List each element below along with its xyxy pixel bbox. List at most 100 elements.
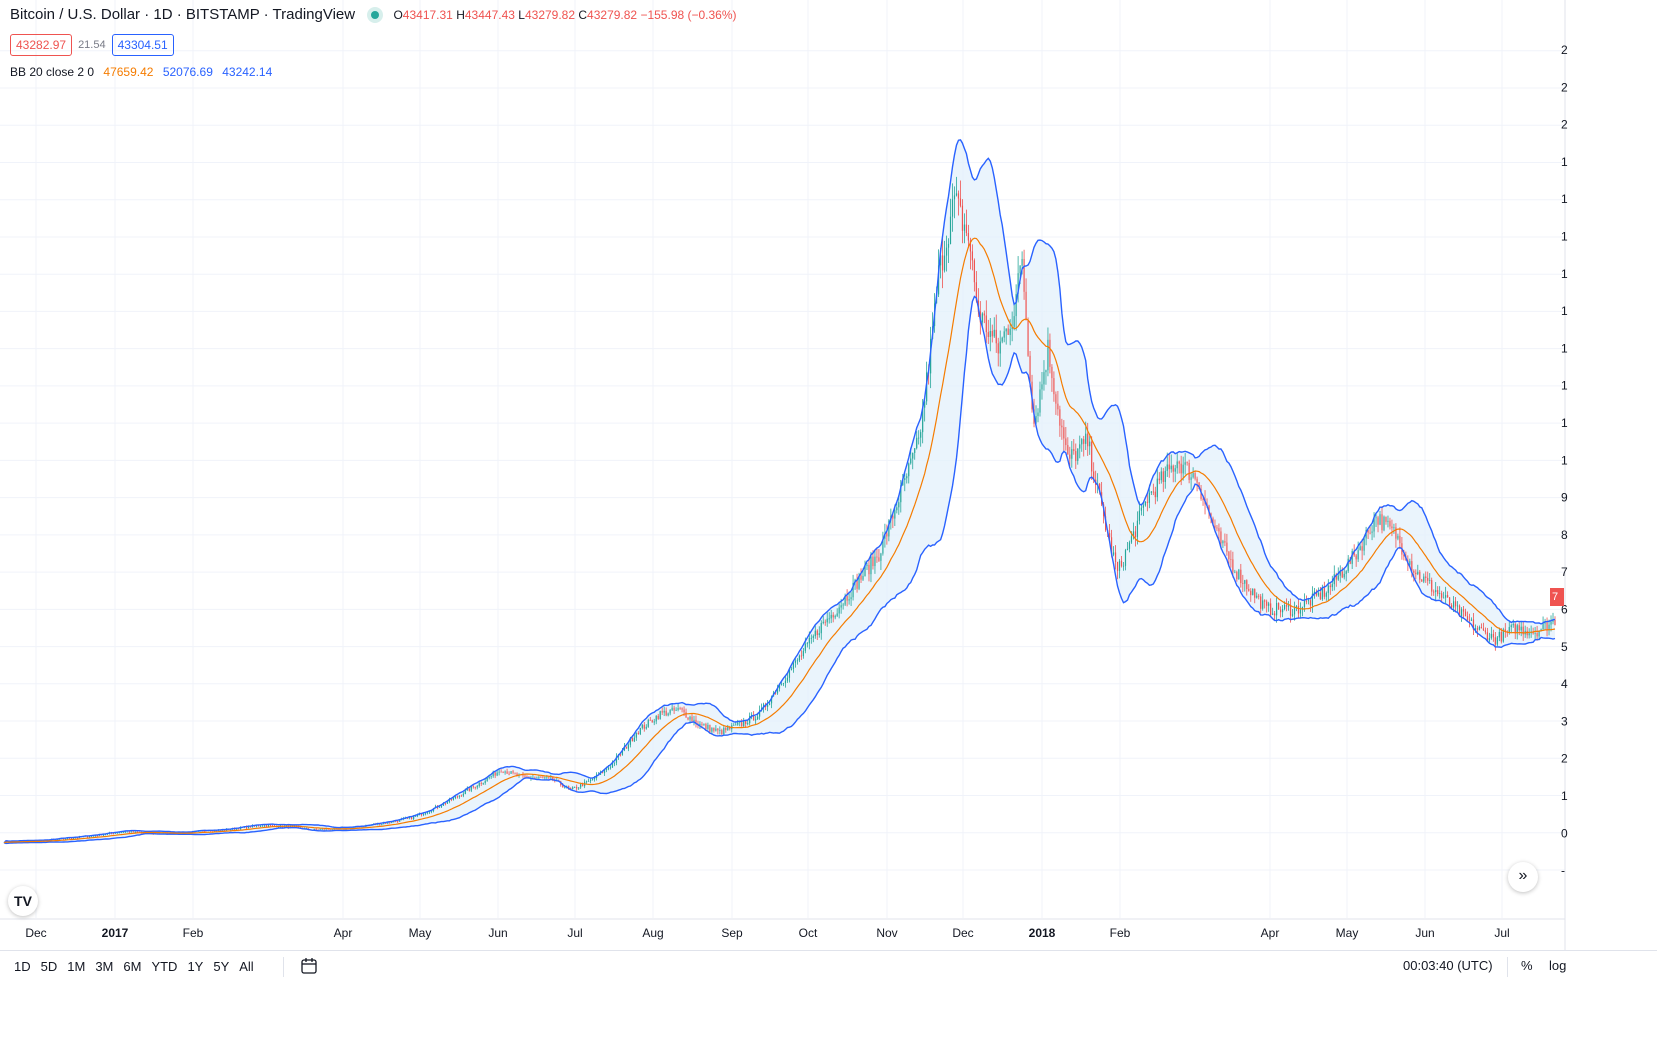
- candle: [828, 612, 830, 624]
- candle-body: [1389, 520, 1391, 527]
- candle-body: [1484, 630, 1487, 633]
- candle-body: [1264, 600, 1266, 602]
- candle-body: [538, 777, 540, 778]
- price-axis: 2 2 2 1 1 1 1 1 1 1 1 1 9 8 7 6 5 4 3 2 1 0 -: [1561, 43, 1568, 878]
- candle-body: [1258, 595, 1260, 597]
- time-axis-label: Jun: [1415, 926, 1434, 940]
- candle-body: [460, 795, 462, 797]
- candle-body: [1150, 491, 1152, 493]
- candle: [961, 199, 964, 244]
- range-6m[interactable]: 6M: [123, 959, 142, 974]
- candle-body: [894, 510, 896, 519]
- range-3m[interactable]: 3M: [95, 959, 114, 974]
- range-1m[interactable]: 1M: [67, 959, 86, 974]
- candle-body: [790, 668, 793, 670]
- candle-body: [1421, 579, 1423, 582]
- candle-body: [739, 722, 741, 723]
- candle-body: [1146, 501, 1148, 503]
- candle-body: [1283, 604, 1286, 610]
- candle: [1244, 579, 1246, 592]
- candle-body: [1544, 622, 1546, 624]
- range-5y[interactable]: 5Y: [213, 959, 230, 974]
- log-scale-toggle[interactable]: log: [1549, 958, 1567, 973]
- candle-body: [1488, 638, 1490, 641]
- candle-body: [1377, 517, 1379, 525]
- indicator-legend[interactable]: BB 20 close 2 0 47659.42 52076.69 43242.…: [10, 65, 272, 79]
- range-all[interactable]: All: [239, 959, 254, 974]
- candle-body: [582, 784, 584, 787]
- candle-body: [92, 835, 95, 837]
- candle-body: [788, 669, 791, 678]
- candle-body: [536, 777, 538, 779]
- candle-body: [1508, 627, 1510, 632]
- candle-body: [391, 822, 393, 824]
- candle-body: [468, 788, 470, 791]
- candle-body: [1192, 473, 1194, 478]
- indicator-title[interactable]: BB 20 close 2 0: [10, 65, 95, 79]
- candle: [1188, 459, 1190, 484]
- candle: [613, 762, 616, 767]
- candle-body: [1087, 433, 1089, 447]
- candle: [1470, 617, 1473, 622]
- candle-body: [641, 724, 643, 728]
- candle-body: [1025, 291, 1027, 321]
- range-5d[interactable]: 5D: [40, 959, 58, 974]
- candle: [727, 724, 729, 731]
- candle-body: [1003, 331, 1005, 338]
- price-chart[interactable]: Dec 2017 Feb Apr May Jun Jul Aug Sep Oct Nov Dec 201…: [0, 0, 1657, 950]
- candle-body: [860, 575, 862, 580]
- candle: [1514, 622, 1516, 640]
- candle-body: [715, 728, 717, 731]
- candle-body: [639, 727, 641, 735]
- candle-body: [96, 835, 99, 837]
- candle-body: [245, 826, 248, 829]
- candle: [1258, 593, 1260, 600]
- candle: [1389, 517, 1391, 530]
- tradingview-logo-icon[interactable]: TV: [8, 886, 38, 916]
- candle-body: [498, 771, 500, 773]
- candle-body: [1140, 507, 1142, 511]
- candle-body: [733, 724, 735, 726]
- percent-scale-toggle[interactable]: %: [1521, 958, 1533, 973]
- candle-body: [1381, 514, 1383, 531]
- candle-body: [1443, 597, 1445, 599]
- candle: [703, 723, 705, 726]
- candle-body: [778, 683, 781, 689]
- candle-body: [898, 502, 900, 508]
- candle-body: [1075, 451, 1077, 461]
- go-to-date-icon[interactable]: [300, 957, 318, 975]
- candle: [1355, 553, 1357, 567]
- candle-body: [399, 819, 401, 822]
- ask-price[interactable]: 43304.51: [111, 34, 174, 56]
- candle-body: [534, 777, 536, 779]
- time-axis-label: Dec: [25, 926, 46, 940]
- candle: [882, 531, 884, 556]
- candle: [1395, 523, 1397, 548]
- bid-price[interactable]: 43282.97: [10, 34, 73, 56]
- candle: [953, 186, 956, 219]
- candle: [1224, 533, 1226, 547]
- candle-body: [1276, 603, 1278, 616]
- candle-body: [828, 618, 830, 620]
- candle: [1246, 579, 1248, 596]
- utc-clock[interactable]: 00:03:40 (UTC): [1403, 958, 1493, 973]
- candle-body: [609, 767, 612, 769]
- range-1d[interactable]: 1D: [14, 959, 31, 974]
- candle: [671, 703, 673, 712]
- candle-body: [71, 838, 73, 840]
- candle-body: [1458, 605, 1461, 617]
- candle-body: [916, 437, 918, 449]
- symbol-legend[interactable]: Bitcoin / U.S. Dollar · 1D · BITSTAMP · …: [10, 6, 737, 23]
- scroll-to-realtime-icon[interactable]: »: [1508, 862, 1538, 892]
- symbol-title[interactable]: Bitcoin / U.S. Dollar · 1D · BITSTAMP · …: [10, 6, 356, 23]
- candle-body: [723, 727, 725, 735]
- candle-body: [848, 599, 850, 601]
- candle: [476, 784, 478, 790]
- candle-body: [963, 224, 966, 231]
- candle: [1027, 317, 1029, 357]
- range-1y[interactable]: 1Y: [187, 959, 204, 974]
- candle: [1162, 467, 1164, 493]
- range-ytd[interactable]: YTD: [151, 959, 178, 974]
- candle-body: [1301, 606, 1304, 610]
- candle: [705, 722, 707, 731]
